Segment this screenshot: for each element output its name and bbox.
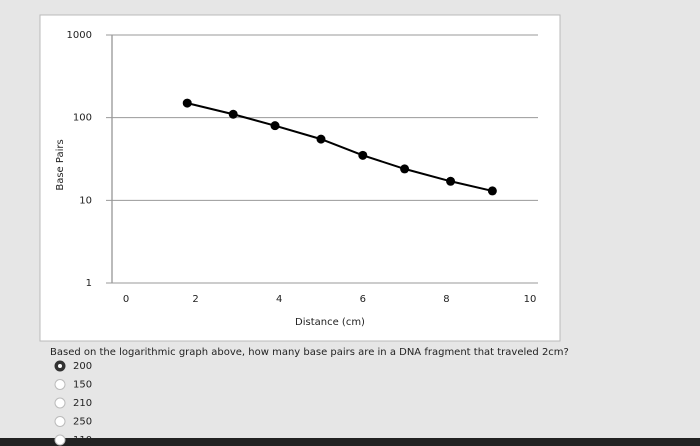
x-tick-label: 10 [524,294,537,305]
chart-panel [39,14,561,342]
x-axis-label: Distance (cm) [295,317,365,328]
radio-dot [58,364,62,368]
radio-button[interactable] [54,416,66,427]
data-point [182,98,192,108]
data-point [270,121,280,131]
x-tick-label: 8 [443,294,449,305]
option-label[interactable]: 250 [73,417,92,428]
radio-button[interactable] [54,434,66,446]
data-point [358,150,368,160]
x-tick-label: 6 [360,294,366,305]
y-tick-label: 100 [73,113,92,124]
radio-button[interactable] [54,379,66,390]
radio-button[interactable] [54,397,66,409]
option-label[interactable]: 210 [73,398,92,409]
y-tick-label: 10 [79,195,92,206]
y-tick-label: 1 [86,278,92,289]
screen-edge [0,438,700,446]
option-label[interactable]: 150 [73,380,92,391]
y-axis-label: Base Pairs [55,139,66,190]
option-label[interactable]: 200 [73,361,92,372]
y-tick-label: 1000 [67,30,92,41]
data-point [400,164,410,174]
data-point [316,134,326,144]
option-label[interactable]: 110 [73,435,92,446]
data-point [228,109,238,119]
data-point [487,186,497,196]
x-tick-label: 2 [192,294,198,305]
data-point [446,176,456,186]
x-tick-label: 4 [276,294,282,305]
data-line [187,102,493,192]
x-tick-label: 0 [123,294,129,305]
question-text: Based on the logarithmic graph above, ho… [50,347,569,358]
